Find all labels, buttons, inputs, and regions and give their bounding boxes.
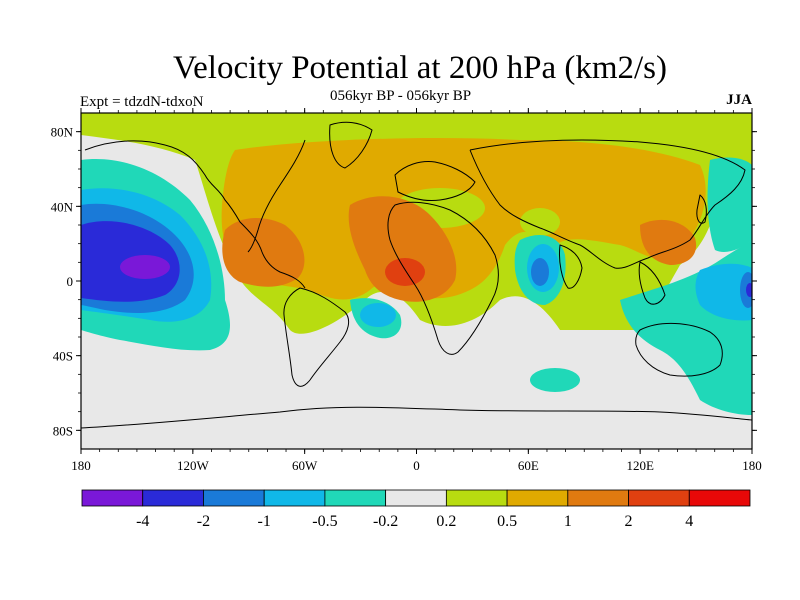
coastline-japan [696,194,707,224]
colorbar-swatch [81,489,144,507]
coastline-south-america [283,287,350,387]
colorbar-swatch [688,489,751,507]
colorbar-label: 0.2 [436,513,456,530]
coastline-india [559,244,583,289]
positive-1-region-asia [640,219,697,265]
coastline-greenland [329,121,373,169]
lon-tick-label: 120E [626,458,654,473]
colorbar-label: 0.5 [497,513,517,530]
lat-tick-label: 40N [51,199,74,214]
colorbar-swatch [385,489,447,507]
colorbar-label: -4 [136,513,149,530]
colorbar: -4 -2 -1 -0.5 -0.2 0.2 0.5 1 2 4 [81,489,751,530]
coastline-southeast-asia [638,261,666,305]
lon-tick-label: 120W [177,458,210,473]
positive-1-region-america [222,218,305,287]
negative-band-south-indian [530,368,580,392]
colorbar-swatch [324,489,387,507]
coastline-asia [469,139,746,269]
coastline-europe [394,161,476,201]
experiment-label: Expt = tdzdN-tdxoN [80,94,204,110]
coastline-north-america-east [247,139,306,253]
colorbar-label: 4 [685,513,693,530]
lat-tick-label: 80N [51,125,74,140]
lat-tick-label: 0 [67,274,74,289]
coastline-antarctica [81,406,752,429]
positive-2-region [385,258,425,286]
negative-0p5-region-atlantic [360,303,396,327]
colorbar-swatch [506,489,569,507]
season-label: JJA [726,92,752,108]
positive-1-region-africa [348,196,457,302]
axis-ticks: 80N 40N 0 40S 80S 180 120W 60W 0 60E 120E 180 [51,108,762,473]
lon-tick-label: 60W [292,458,318,473]
colorbar-label: -0.2 [373,513,398,530]
colorbar-label: -2 [197,513,210,530]
lon-tick-label: 180 [71,458,91,473]
colorbar-label: 2 [625,513,633,530]
negative-1-region-arabian [531,258,549,286]
lon-tick-label: 60E [518,458,539,473]
coastline-africa [387,201,499,355]
negative-4-core [120,255,170,279]
colorbar-label: 1 [564,513,572,530]
chart-title: Velocity Potential at 200 hPa (km2/s) [172,50,668,86]
negative-band-east-asia [707,157,752,252]
coastlines [81,121,752,429]
colorbar-swatch [567,489,629,507]
colorbar-swatch [142,489,204,507]
colorbar-label: -1 [258,513,271,530]
positive-band-patch [520,208,560,236]
coastline-australia [635,322,723,377]
negative-2-region-east [746,283,752,297]
colorbar-label: -0.5 [312,513,337,530]
period-subtitle: 056kyr BP - 056kyr BP [330,88,472,104]
lon-tick-label: 180 [742,458,762,473]
coastline-north-america [84,140,306,289]
colorbar-swatch [263,489,326,507]
lat-tick-label: 40S [53,349,73,364]
colorbar-swatch [445,489,508,507]
lat-tick-label: 80S [53,423,73,438]
contour-fill-layer [81,113,752,449]
colorbar-swatch [628,489,690,507]
negative-0p5-region-maritime [695,263,752,321]
lon-tick-label: 0 [413,458,420,473]
colorbar-swatch [203,489,265,507]
